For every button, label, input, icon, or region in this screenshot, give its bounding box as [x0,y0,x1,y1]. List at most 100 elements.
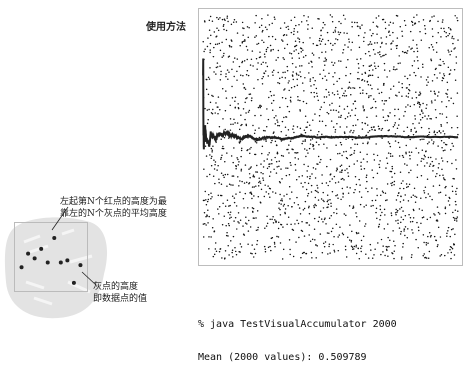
data-point [402,180,404,182]
data-point [441,168,443,171]
data-point [346,186,348,188]
data-point [337,197,339,200]
data-point [456,17,458,19]
data-point [210,112,213,114]
data-point [268,35,270,38]
data-point [223,23,225,26]
data-point [329,198,331,201]
data-point [225,75,227,78]
data-point [284,77,287,79]
data-point [293,30,295,33]
data-point [233,201,236,204]
data-point [398,192,400,194]
data-point [225,97,228,99]
data-point [438,130,441,132]
data-point [433,15,435,17]
data-point [206,200,209,203]
data-point [353,149,356,152]
data-point [348,81,351,84]
data-point [236,70,238,73]
data-point [431,160,434,163]
data-point [383,103,385,105]
data-point [378,51,381,53]
data-point [381,211,383,214]
data-point [318,143,320,146]
data-point [323,218,326,221]
data-point [283,22,286,24]
data-point [377,125,380,128]
data-point [272,216,274,218]
data-point [317,220,320,223]
data-point [225,29,228,32]
data-point [443,63,445,65]
data-point [398,118,401,120]
data-point [402,187,405,190]
data-point [335,223,338,226]
data-point [321,120,324,123]
data-point [396,37,399,39]
data-point [454,47,456,49]
data-point [314,113,316,115]
data-point [264,248,267,251]
data-point [414,118,417,120]
data-point [344,117,347,120]
data-point [454,209,457,212]
data-point [356,232,358,235]
data-point [379,205,381,207]
data-point [262,177,264,179]
data-point [312,42,315,45]
data-point [261,77,263,80]
data-point [358,220,361,222]
data-point [293,50,295,52]
data-point [363,167,366,170]
data-point [449,235,451,238]
data-point [211,155,213,158]
data-point [416,14,418,16]
data-point [327,184,329,187]
data-point [330,173,332,175]
data-point [319,210,322,212]
data-point [299,213,302,215]
data-point [318,40,321,42]
data-point [245,45,248,48]
data-point [317,163,319,166]
data-point [321,133,323,136]
data-point [208,173,211,176]
data-point [414,195,416,198]
data-point [299,127,302,130]
data-point [349,187,351,189]
data-point [257,185,260,187]
data-point [254,153,257,156]
data-point [350,129,352,132]
data-point [408,183,411,186]
data-point [336,90,339,92]
data-point [284,126,287,129]
inset-data-point [45,260,50,265]
data-point [302,186,304,188]
data-point [306,222,309,224]
data-point [311,27,314,30]
data-point [398,55,400,57]
data-point [220,73,222,76]
data-point [209,67,211,69]
data-point [212,255,215,258]
data-point [324,75,326,77]
data-point [321,38,324,41]
data-point [267,154,269,156]
data-point [215,102,217,104]
data-point [311,238,314,241]
data-point [346,126,348,128]
data-point [380,91,383,94]
data-point [382,245,384,247]
data-point [327,206,329,208]
data-point [369,29,371,31]
data-point [392,68,395,71]
data-point [405,151,407,154]
data-point [292,78,295,81]
data-point [243,86,246,89]
data-point [362,89,364,91]
data-point [314,168,317,170]
data-point [309,240,312,243]
data-point [386,183,389,185]
data-point [300,229,303,232]
